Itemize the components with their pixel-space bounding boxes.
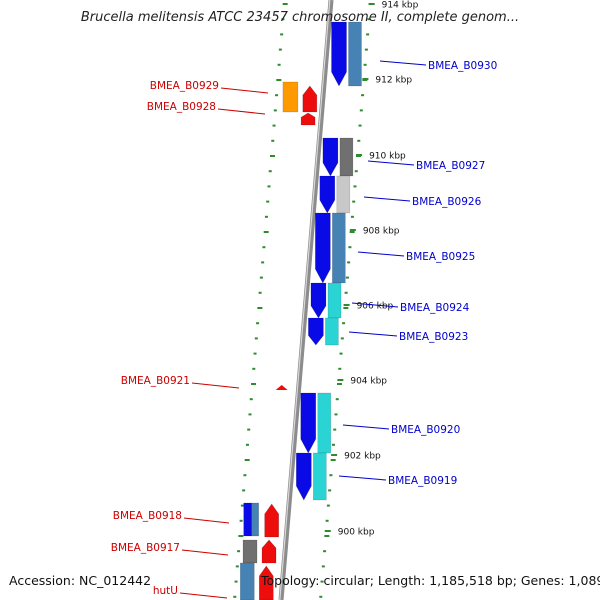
label-leader (348, 331, 398, 337)
hit-track-bmea_b0920 (317, 392, 332, 454)
hit-track-bmea_b0929 (282, 81, 299, 113)
hit-track-bmea_b0918-b (251, 502, 259, 537)
gene-label-bmea_b0920: BMEA_B0920 (391, 424, 460, 436)
gene-arrow-bmea_b0918 (264, 503, 279, 538)
hit-track-bmea_b0917 (242, 539, 258, 564)
hit-track-bmea_b0924 (327, 282, 342, 319)
gene-arrow-bmea_b0928 (300, 112, 316, 126)
hit-track-bmea_b0918 (243, 502, 252, 537)
hit-track-hutu (239, 562, 255, 600)
gene-label-bmea_b0919: BMEA_B0919 (388, 475, 457, 487)
gene-arrow-bmea_b0924 (310, 282, 327, 319)
gene-arrow-hutu (258, 565, 274, 600)
label-leader (217, 108, 266, 115)
hit-track-bmea_b0923 (325, 317, 339, 346)
map-title: Brucella melitensis ATCC 23457 chromosom… (80, 10, 520, 25)
hit-track-bmea_b0925 (332, 212, 346, 284)
label-leader (363, 196, 411, 202)
gene-label-bmea_b0923: BMEA_B0923 (399, 331, 468, 343)
hit-track-bmea_b0919 (313, 452, 327, 501)
gene-label-bmea_b0924: BMEA_B0924 (400, 302, 470, 314)
label-leader (351, 302, 399, 308)
gene-arrow-bmea_b0930 (331, 21, 347, 87)
gene-label-hutu: hutU (153, 585, 178, 597)
label-leader (357, 251, 405, 257)
scale-label: 900 kbp (338, 528, 375, 538)
gene-arrow-bmea_b0920 (300, 392, 317, 454)
backbone-highlight (279, 0, 331, 600)
gene-label-bmea_b0927: BMEA_B0927 (416, 160, 485, 172)
label-leader (183, 517, 230, 524)
gene-label-bmea_b0918: BMEA_B0918 (113, 510, 182, 522)
label-leader (179, 592, 228, 599)
hit-track-bmea_b0926 (336, 175, 351, 214)
accession-text: Accession: NC_012442 (9, 573, 152, 588)
label-leader (338, 475, 387, 481)
gene-label-bmea_b0928: BMEA_B0928 (147, 101, 216, 113)
scale-label: 912 kbp (375, 76, 412, 86)
label-leader (342, 424, 390, 430)
hit-track-bmea_b0930 (348, 21, 362, 87)
label-leader (379, 60, 427, 66)
gene-label-bmea_b0929: BMEA_B0929 (150, 80, 219, 92)
hit-track-bmea_b0927 (339, 137, 354, 177)
label-leader (191, 382, 240, 389)
gene-label-bmea_b0926: BMEA_B0926 (412, 196, 482, 208)
gene-arrow-bmea_b0923 (308, 317, 324, 346)
gene-arrow-bmea_b0919 (296, 452, 312, 501)
scale-label: 910 kbp (369, 152, 406, 162)
gene-arrow-bmea_b0917 (261, 539, 277, 564)
gene-arrow-bmea_b0929 (302, 85, 318, 113)
gene-label-bmea_b0930: BMEA_B0930 (428, 60, 497, 72)
gene-arrow-bmea_b0927 (322, 137, 339, 177)
label-leader (181, 549, 229, 556)
backbone-track (278, 0, 334, 600)
gene-arrow-bmea_b0921 (275, 385, 288, 390)
label-leader (367, 160, 415, 166)
scale-label: 902 kbp (344, 452, 381, 462)
scale-label: 906 kbp (357, 302, 394, 312)
scale-label: 914 kbp (382, 1, 419, 11)
label-leader (220, 87, 269, 94)
topology-summary: Topology: circular; Length: 1,185,518 bp… (261, 573, 600, 588)
scale-label: 908 kbp (363, 227, 400, 237)
gene-label-bmea_b0921: BMEA_B0921 (121, 375, 190, 387)
gene-arrow-bmea_b0926 (319, 175, 336, 214)
gene-arrow-bmea_b0925 (315, 212, 331, 284)
scale-label: 904 kbp (350, 377, 387, 387)
gene-label-bmea_b0925: BMEA_B0925 (406, 251, 475, 263)
gene-label-bmea_b0917: BMEA_B0917 (111, 542, 180, 554)
